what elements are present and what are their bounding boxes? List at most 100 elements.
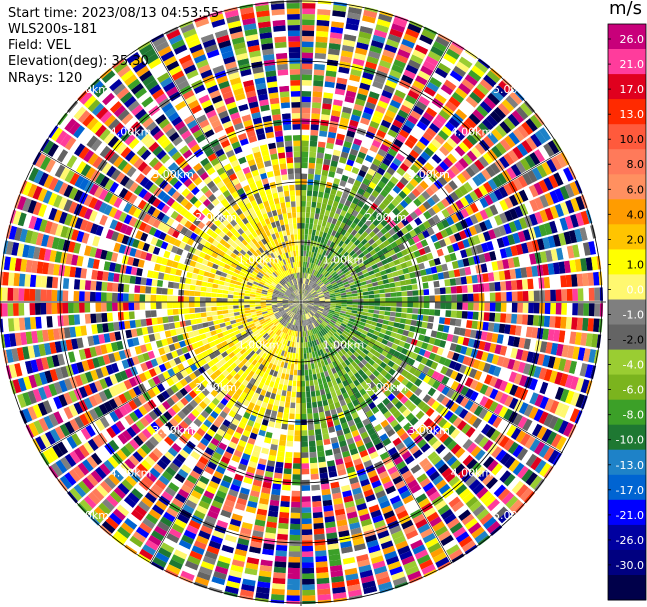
range-gate [307,295,313,299]
range-gate [171,375,180,384]
range-gate [324,294,330,297]
range-gate [347,341,354,348]
range-gate [451,500,465,513]
range-gate [332,200,339,208]
range-gate [64,453,77,468]
range-gate [310,310,315,315]
range-gate [311,246,316,253]
range-gate [273,399,280,407]
range-gate [439,287,446,295]
range-gate [484,219,493,230]
range-gate [186,524,199,535]
range-gate [213,406,222,415]
range-gate [311,329,316,335]
range-gate [231,418,240,426]
range-gate [350,315,356,320]
range-gate [332,325,339,331]
range-gate [310,329,314,336]
range-gate [342,169,351,177]
range-gate [404,324,411,331]
range-gate [435,114,447,125]
range-gate [210,437,220,447]
range-gate [191,342,199,350]
range-gate [92,357,101,369]
range-gate [361,112,372,121]
range-gate [431,250,439,259]
range-gate [467,284,474,293]
range-gate [388,384,397,393]
range-gate [288,335,292,342]
range-gate [382,198,391,207]
range-gate [252,479,263,487]
range-gate [522,229,532,241]
range-gate [285,308,291,312]
range-gate [95,368,104,379]
range-gate [543,369,553,382]
range-gate [338,357,344,364]
range-gate [428,436,438,446]
range-gate [544,192,555,206]
range-gate [362,436,372,445]
range-gate [256,508,268,516]
range-gate [171,404,181,414]
range-gate [308,302,314,304]
range-gate [288,545,300,552]
range-gate [310,124,319,131]
range-gate [322,288,328,293]
range-gate [228,312,235,317]
range-gate [412,290,419,296]
range-gate [341,242,347,249]
range-gate [517,125,529,139]
range-gate [254,320,260,326]
range-gate [425,537,439,549]
range-gate [358,31,372,40]
range-gate [317,450,325,458]
range-gate [293,302,300,304]
range-gate [446,205,455,216]
range-gate [448,496,461,508]
range-gate [168,482,180,493]
range-gate [343,562,357,570]
range-gate [205,297,212,302]
range-gate [344,461,354,469]
range-gate [136,463,149,475]
range-gate [130,328,138,338]
range-gate [444,341,452,350]
range-gate [275,348,280,354]
range-gate [87,491,101,505]
range-gate [343,455,352,464]
range-gate [313,517,324,524]
range-gate [326,252,332,259]
range-gate [503,473,516,487]
range-gate [217,332,224,339]
range-gate [301,430,308,436]
range-gate [94,419,106,432]
range-gate [182,565,197,576]
range-gate [301,146,309,152]
range-gate [37,386,48,401]
range-gate [292,307,297,313]
range-gate [486,70,501,84]
range-gate [448,360,457,370]
range-gate [252,352,258,359]
range-gate [308,300,314,302]
range-gate [313,276,317,282]
range-gate [309,324,313,330]
range-gate [362,191,371,199]
range-gate [330,160,338,168]
range-gate [534,394,544,407]
range-gate [442,451,454,463]
range-gate [317,344,322,350]
range-gate [312,501,322,508]
range-gate [312,91,323,98]
range-gate [529,199,539,212]
range-gate [223,344,230,351]
range-gate [288,311,293,316]
range-gate [314,423,321,430]
range-gate [305,291,310,297]
range-gate [177,410,187,420]
range-gate [264,354,270,361]
range-gate [29,317,37,330]
range-gate [314,351,319,357]
range-gate [328,48,340,56]
